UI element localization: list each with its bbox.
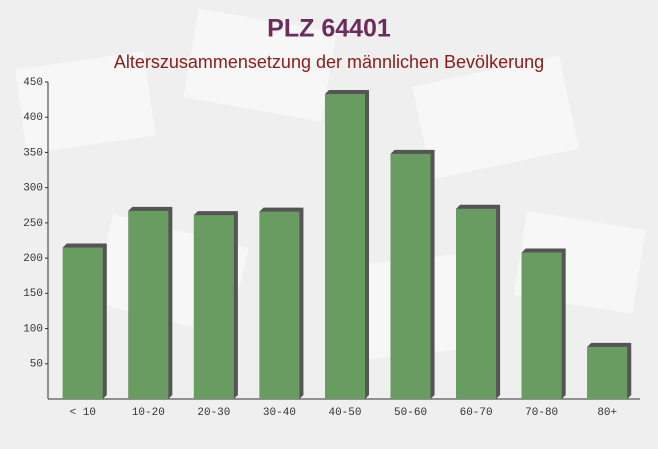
x-tick-label: 70-80 <box>525 407 558 419</box>
y-tick-label: 250 <box>23 218 43 230</box>
chart-title: PLZ 64401 <box>267 15 391 43</box>
bar <box>325 93 365 399</box>
y-tick-label: 150 <box>23 288 43 300</box>
x-tick-label: 30-40 <box>263 407 296 419</box>
bar <box>521 252 562 399</box>
y-tick-label: 450 <box>23 77 43 89</box>
x-tick-label: 40-50 <box>328 407 361 419</box>
bar <box>193 215 234 399</box>
x-tick-label: 80+ <box>597 407 617 419</box>
x-tick-label: 60-70 <box>460 407 493 419</box>
bar <box>390 153 431 399</box>
y-tick-label: 50 <box>30 359 43 371</box>
y-tick-label: 350 <box>23 147 43 159</box>
x-tick-label: < 10 <box>70 407 96 419</box>
x-tick-label: 10-20 <box>132 407 165 419</box>
x-tick-label: 20-30 <box>197 407 230 419</box>
bar <box>62 247 103 399</box>
chart-subtitle: Alterszusammensetzung der männlichen Bev… <box>114 52 544 72</box>
y-tick-label: 100 <box>23 323 43 335</box>
y-tick-label: 300 <box>23 183 43 195</box>
bar <box>456 208 497 399</box>
y-tick-label: 400 <box>23 112 43 124</box>
y-tick-label: 200 <box>23 253 43 265</box>
bar <box>259 211 300 399</box>
x-tick-label: 50-60 <box>394 407 427 419</box>
bar <box>128 210 169 399</box>
bar <box>587 346 628 399</box>
